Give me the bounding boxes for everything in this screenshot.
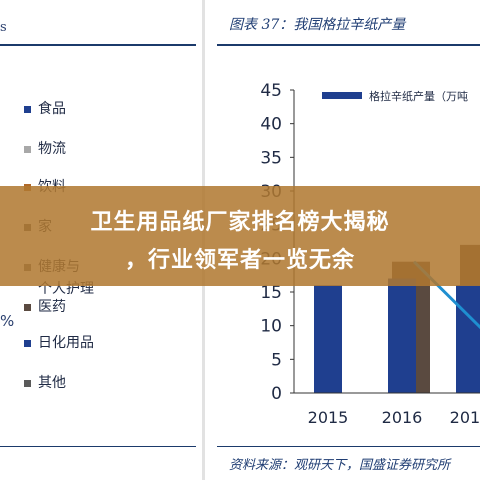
legend-item: 日化用品 bbox=[24, 334, 94, 352]
legend-swatch bbox=[24, 105, 31, 113]
bar-primary bbox=[314, 285, 342, 393]
legend-item: 医药 bbox=[24, 298, 66, 316]
legend-swatch bbox=[24, 379, 31, 387]
y-tick-label: 15 bbox=[260, 283, 282, 303]
x-tick-label: 2015 bbox=[308, 408, 349, 427]
y-tick-label: 40 bbox=[260, 115, 282, 135]
legend-item: 食品 bbox=[24, 100, 66, 118]
chart-legend-label: 格拉辛纸产量（万吨 bbox=[369, 89, 468, 103]
y-tick-label: 35 bbox=[260, 148, 282, 168]
left-percent-label: % bbox=[0, 312, 15, 330]
bar-primary bbox=[456, 285, 480, 393]
legend-item: 其他 bbox=[24, 374, 66, 392]
legend-swatch bbox=[24, 303, 31, 311]
legend-label: 日化用品 bbox=[38, 335, 94, 351]
y-tick-label: 0 bbox=[271, 384, 282, 404]
figure-title-rule bbox=[217, 44, 480, 46]
legend-label: 医药 bbox=[38, 299, 66, 315]
headline-banner: 卫生用品纸厂家排名榜大揭秘 ，行业领军者一览无余 bbox=[0, 186, 480, 286]
left-bottom-rule bbox=[0, 446, 196, 447]
x-tick-label: 2017 bbox=[450, 408, 480, 427]
legend-label: 其他 bbox=[38, 375, 66, 391]
bar-primary bbox=[388, 278, 416, 393]
legend-label: 食品 bbox=[38, 101, 66, 117]
left-edge-text: s bbox=[0, 20, 7, 35]
x-tick-label: 2016 bbox=[382, 408, 423, 427]
figure-title: 图表 37：我国格拉辛纸产量 bbox=[229, 17, 406, 33]
figure-source: 资料来源：观研天下，国盛证券研究所 bbox=[229, 458, 451, 473]
headline-line-1: 卫生用品纸厂家排名榜大揭秘 bbox=[90, 210, 390, 235]
source-rule bbox=[217, 446, 480, 447]
legend-swatch bbox=[24, 145, 31, 153]
chart-legend-swatch bbox=[322, 92, 362, 99]
legend-swatch bbox=[24, 339, 31, 347]
right-figure-panel: 图表 37：我国格拉辛纸产量 0510152025303540452015201… bbox=[205, 0, 480, 480]
legend-label: 物流 bbox=[38, 141, 66, 157]
y-tick-label: 45 bbox=[260, 81, 282, 101]
y-tick-label: 10 bbox=[260, 317, 282, 337]
legend-item: 物流 bbox=[24, 140, 66, 158]
left-top-rule bbox=[0, 44, 196, 46]
headline-line-2: ，行业领军者一览无余 bbox=[124, 248, 355, 273]
production-bar-chart: 051015202530354045201520162017格拉辛纸产量（万吨 bbox=[260, 81, 480, 427]
y-tick-label: 5 bbox=[271, 350, 282, 370]
